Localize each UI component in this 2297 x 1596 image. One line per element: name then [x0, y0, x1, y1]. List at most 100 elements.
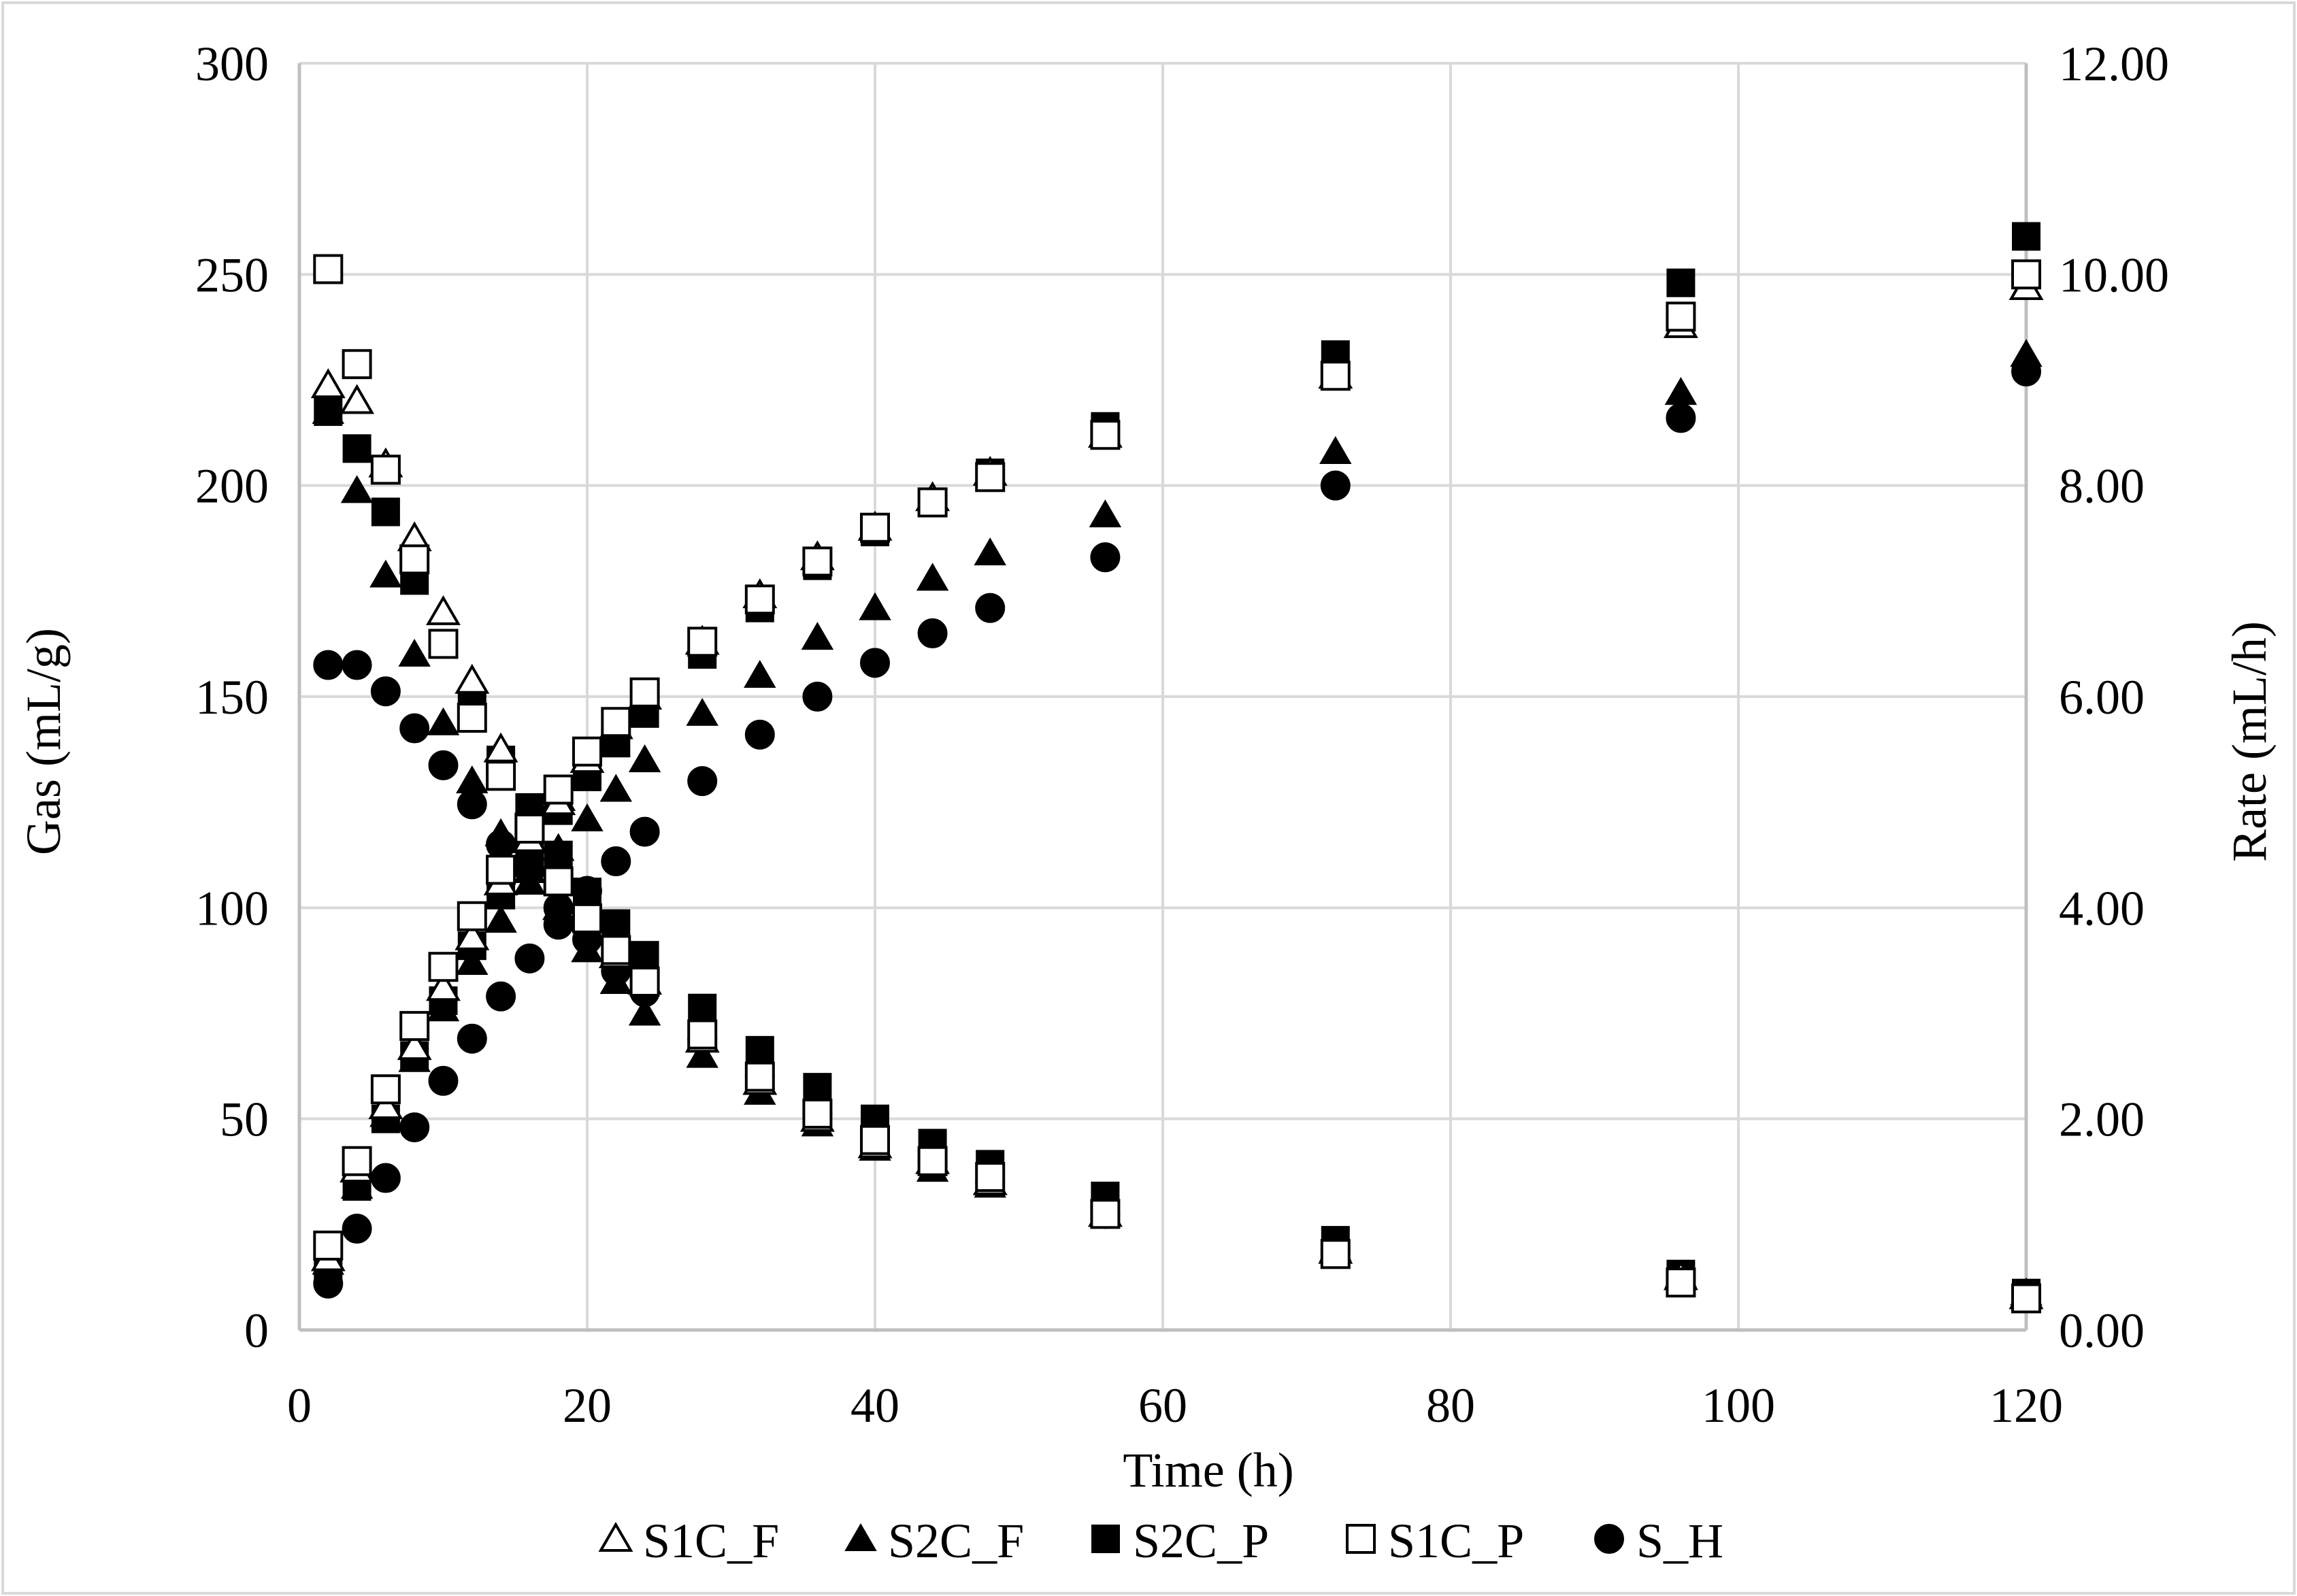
point-gas-S2C_F: [2010, 339, 2043, 367]
point-rate-S2C_P: [630, 941, 659, 970]
point-rate-S_H: [457, 789, 487, 820]
point-gas-S1C_F: [426, 971, 461, 1001]
point-rate-S2C_F: [484, 818, 517, 846]
y2-tick-label: 8.00: [2059, 459, 2145, 514]
point-gas-S1C_P: [486, 854, 516, 885]
point-gas-S_H: [601, 846, 631, 877]
point-rate-S1C_P: [687, 1019, 718, 1050]
y-tick-labels: 0 50 100 150 200 250 300: [195, 37, 269, 1358]
point-gas-S1C_P: [917, 487, 948, 518]
point-rate-S2C_P: [314, 397, 343, 427]
x-tick-label: 80: [1426, 1378, 1475, 1433]
point-gas-S_H: [860, 648, 890, 678]
point-gas-S1C_P: [428, 952, 459, 982]
point-gas-S_H: [457, 1023, 487, 1054]
point-gas-S_H: [342, 1214, 372, 1244]
y-tick-label: 50: [220, 1093, 269, 1147]
legend-marker-S2C_P: [1091, 1525, 1120, 1553]
point-rate-S1C_P: [457, 703, 487, 733]
y-tick-label: 100: [195, 881, 269, 935]
y2-tick-labels: 0.00 2.00 4.00 6.00 8.00 10.00 12.00: [2059, 37, 2169, 1358]
point-rate-S1C_P: [572, 903, 602, 933]
point-rate-S2C_F: [542, 892, 575, 920]
x-tick-label: 0: [287, 1378, 312, 1433]
x-tick-label: 40: [850, 1378, 899, 1433]
point-rate-S2C_F: [427, 707, 460, 735]
point-gas-S1C_P: [2011, 259, 2041, 290]
point-rate-S2C_P: [342, 434, 371, 463]
point-gas-S2C_F: [1664, 377, 1698, 405]
point-gas-S1C_F: [368, 1089, 403, 1120]
point-rate-S_H: [342, 650, 372, 680]
point-rate-S1C_F: [310, 368, 346, 399]
point-rate-S2C_F: [599, 965, 633, 994]
point-gas-S_H: [975, 593, 1006, 623]
legend: S1C_F S2C_F S2C_P S1C_P S_H: [598, 1514, 1723, 1568]
point-gas-S1C_P: [543, 774, 574, 805]
point-rate-S2C_F: [340, 475, 374, 503]
point-gas-S_H: [370, 1163, 401, 1193]
point-gas-S1C_P: [1090, 420, 1121, 450]
point-rate-S1C_P: [802, 1098, 833, 1129]
point-rate-S1C_P: [1320, 1239, 1351, 1269]
point-gas-S_H: [629, 816, 660, 847]
point-rate-S_H: [370, 676, 401, 707]
point-rate-S1C_P: [428, 629, 459, 659]
point-gas-S2C_F: [974, 537, 1006, 565]
point-rate-S2C_P: [803, 1073, 832, 1102]
point-rate-S2C_F: [456, 765, 489, 794]
point-gas-S1C_F: [455, 920, 490, 950]
y2-tick-label: 10.00: [2059, 248, 2169, 302]
point-gas-S1C_P: [629, 677, 660, 708]
point-rate-S1C_P: [2011, 1283, 2041, 1314]
series-S1C_P: [313, 254, 2041, 1314]
point-rate-S2C_P: [573, 878, 601, 907]
point-gas-S_H: [1320, 470, 1351, 501]
y-tick-label: 0: [244, 1303, 269, 1358]
point-rate-S1C_P: [1666, 1267, 1696, 1298]
x-tick-label: 100: [1702, 1378, 1775, 1433]
point-gas-S2C_F: [628, 744, 661, 773]
data-marks: [310, 222, 2044, 1314]
y2-tick-label: 12.00: [2059, 37, 2169, 91]
point-gas-S2C_P: [1666, 268, 1696, 297]
point-gas-S1C_P: [572, 736, 602, 767]
point-rate-S1C_P: [917, 1146, 948, 1176]
point-rate-S2C_F: [571, 934, 604, 963]
legend-label: S2C_F: [888, 1514, 1024, 1568]
y-tick-label: 300: [195, 37, 269, 91]
point-rate-S2C_F: [628, 997, 661, 1026]
x-tick-label: 60: [1138, 1378, 1187, 1433]
x-tick-label: 20: [563, 1378, 612, 1433]
point-gas-S1C_P: [313, 1230, 344, 1261]
point-gas-S_H: [399, 1112, 430, 1143]
point-gas-S1C_P: [975, 462, 1006, 493]
y2-tick-label: 2.00: [2059, 1093, 2145, 1147]
point-gas-S2C_F: [484, 904, 517, 933]
point-rate-S1C_P: [514, 813, 545, 844]
point-gas-S_H: [1090, 542, 1121, 573]
point-gas-S1C_F: [397, 1030, 432, 1061]
point-gas-S_H: [428, 1065, 459, 1096]
point-gas-S2C_F: [859, 592, 891, 620]
x-tick-labels: 0 20 40 60 80 100 120: [287, 1378, 2063, 1433]
legend-marker-S2C_F: [844, 1523, 877, 1551]
point-gas-S2C_F: [744, 659, 776, 688]
legend-label: S1C_P: [1388, 1514, 1524, 1568]
point-rate-S1C_P: [399, 544, 430, 575]
y-tick-label: 250: [195, 248, 269, 302]
point-rate-S1C_P: [370, 454, 401, 485]
point-rate-S1C_P: [342, 349, 372, 380]
point-rate-S2C_F: [369, 559, 402, 588]
point-rate-S2C_P: [745, 1035, 774, 1065]
point-gas-S_H: [917, 618, 948, 648]
point-gas-S2C_F: [916, 563, 949, 591]
point-rate-S2C_F: [513, 855, 546, 884]
point-rate-S1C_P: [1090, 1199, 1121, 1229]
point-gas-S1C_P: [601, 707, 631, 737]
point-gas-S_H: [687, 766, 718, 797]
x-axis-title: Time (h): [1123, 1443, 1293, 1497]
point-rate-S1C_P: [975, 1162, 1006, 1193]
point-rate-S1C_F: [340, 384, 375, 414]
